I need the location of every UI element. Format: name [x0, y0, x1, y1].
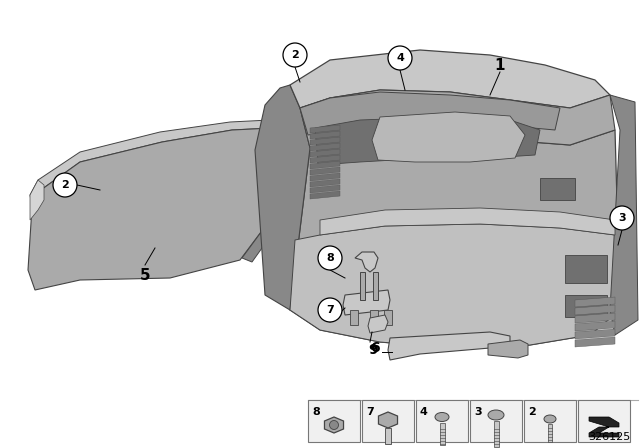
- Polygon shape: [310, 191, 340, 199]
- Polygon shape: [300, 92, 560, 135]
- Polygon shape: [343, 290, 390, 315]
- Circle shape: [283, 43, 307, 67]
- Polygon shape: [28, 128, 275, 290]
- FancyBboxPatch shape: [385, 428, 391, 444]
- Polygon shape: [30, 120, 272, 207]
- Text: 3: 3: [618, 213, 626, 223]
- Polygon shape: [310, 125, 340, 133]
- Polygon shape: [488, 340, 528, 358]
- Text: 5: 5: [140, 267, 150, 283]
- Polygon shape: [310, 137, 340, 145]
- Polygon shape: [575, 329, 615, 339]
- Ellipse shape: [544, 415, 556, 423]
- Polygon shape: [370, 310, 378, 325]
- FancyBboxPatch shape: [440, 423, 445, 445]
- Polygon shape: [300, 90, 615, 148]
- FancyBboxPatch shape: [470, 400, 522, 442]
- Polygon shape: [575, 337, 615, 347]
- Ellipse shape: [488, 410, 504, 420]
- Text: 9: 9: [369, 343, 378, 357]
- Text: 8: 8: [312, 407, 320, 417]
- Polygon shape: [242, 120, 288, 262]
- Text: 7: 7: [366, 407, 374, 417]
- Polygon shape: [310, 161, 340, 169]
- Polygon shape: [355, 252, 378, 272]
- FancyBboxPatch shape: [493, 421, 499, 447]
- Polygon shape: [575, 313, 615, 323]
- Circle shape: [610, 206, 634, 230]
- Polygon shape: [310, 167, 340, 175]
- Polygon shape: [290, 130, 620, 348]
- Text: 6: 6: [370, 341, 380, 355]
- Circle shape: [388, 46, 412, 70]
- Polygon shape: [575, 321, 615, 331]
- Polygon shape: [310, 143, 340, 151]
- Polygon shape: [310, 185, 340, 193]
- Polygon shape: [372, 112, 525, 162]
- FancyBboxPatch shape: [565, 255, 607, 283]
- Text: 1: 1: [495, 57, 505, 73]
- Polygon shape: [290, 224, 620, 348]
- Polygon shape: [368, 315, 388, 333]
- Circle shape: [318, 298, 342, 322]
- Text: 8: 8: [326, 253, 334, 263]
- Ellipse shape: [435, 413, 449, 422]
- Circle shape: [318, 246, 342, 270]
- Text: 2: 2: [291, 50, 299, 60]
- Polygon shape: [310, 155, 340, 163]
- Polygon shape: [575, 297, 615, 307]
- Text: 4: 4: [396, 53, 404, 63]
- Text: 2: 2: [61, 180, 69, 190]
- FancyBboxPatch shape: [540, 178, 575, 200]
- Circle shape: [53, 173, 77, 197]
- Polygon shape: [373, 272, 378, 300]
- Polygon shape: [310, 131, 340, 139]
- Text: 7: 7: [326, 305, 334, 315]
- Polygon shape: [575, 305, 615, 315]
- Polygon shape: [310, 173, 340, 181]
- Text: 3: 3: [474, 407, 482, 417]
- FancyBboxPatch shape: [548, 424, 552, 442]
- Text: 4: 4: [420, 407, 428, 417]
- Polygon shape: [324, 417, 344, 433]
- Text: 326125: 326125: [588, 432, 630, 442]
- FancyBboxPatch shape: [524, 400, 576, 442]
- Polygon shape: [290, 50, 610, 108]
- Polygon shape: [610, 95, 638, 335]
- Text: 2: 2: [528, 407, 536, 417]
- Polygon shape: [350, 310, 358, 325]
- Polygon shape: [315, 117, 540, 165]
- FancyBboxPatch shape: [416, 400, 468, 442]
- Polygon shape: [30, 180, 44, 220]
- Polygon shape: [589, 417, 619, 437]
- FancyBboxPatch shape: [308, 400, 360, 442]
- Polygon shape: [388, 332, 510, 360]
- Polygon shape: [310, 149, 340, 157]
- Polygon shape: [320, 208, 615, 235]
- Polygon shape: [378, 412, 397, 428]
- Circle shape: [330, 421, 339, 430]
- FancyBboxPatch shape: [565, 295, 607, 317]
- FancyBboxPatch shape: [578, 400, 630, 442]
- Polygon shape: [310, 179, 340, 187]
- FancyBboxPatch shape: [362, 400, 414, 442]
- Polygon shape: [360, 272, 365, 300]
- Polygon shape: [255, 85, 310, 310]
- Polygon shape: [384, 310, 392, 325]
